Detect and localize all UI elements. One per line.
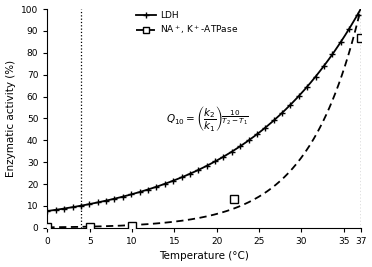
Legend: LDH, NA$^+$, K$^+$-ATPase: LDH, NA$^+$, K$^+$-ATPase (137, 11, 238, 36)
LDH (232, 149, 236, 152)
Line: LDH: LDH (44, 6, 364, 214)
LDH (329, 54, 334, 57)
Y-axis label: Enzymatic activity (%): Enzymatic activity (%) (6, 60, 16, 177)
Text: $Q_{10} = \left(\dfrac{k_2}{k_1}\right)^{\!\dfrac{10}{T_2 - T_1}}$: $Q_{10} = \left(\dfrac{k_2}{k_1}\right)^… (166, 104, 249, 133)
Line: NA$^+$, K$^+$-ATPase: NA$^+$, K$^+$-ATPase (47, 9, 361, 227)
NA$^+$, K$^+$-ATPase (329, 101, 334, 105)
X-axis label: Temperature (°C): Temperature (°C) (159, 252, 249, 261)
LDH (231, 150, 235, 153)
NA$^+$, K$^+$-ATPase (46, 226, 51, 229)
LDH (46, 209, 51, 213)
LDH (45, 209, 49, 213)
NA$^+$, K$^+$-ATPase (231, 207, 235, 210)
NA$^+$, K$^+$-ATPase (232, 207, 236, 210)
LDH (309, 80, 314, 83)
NA$^+$, K$^+$-ATPase (309, 141, 314, 144)
LDH (237, 145, 241, 148)
NA$^+$, K$^+$-ATPase (237, 205, 241, 208)
NA$^+$, K$^+$-ATPase (45, 226, 49, 229)
NA$^+$, K$^+$-ATPase (359, 7, 363, 11)
LDH (359, 7, 363, 11)
